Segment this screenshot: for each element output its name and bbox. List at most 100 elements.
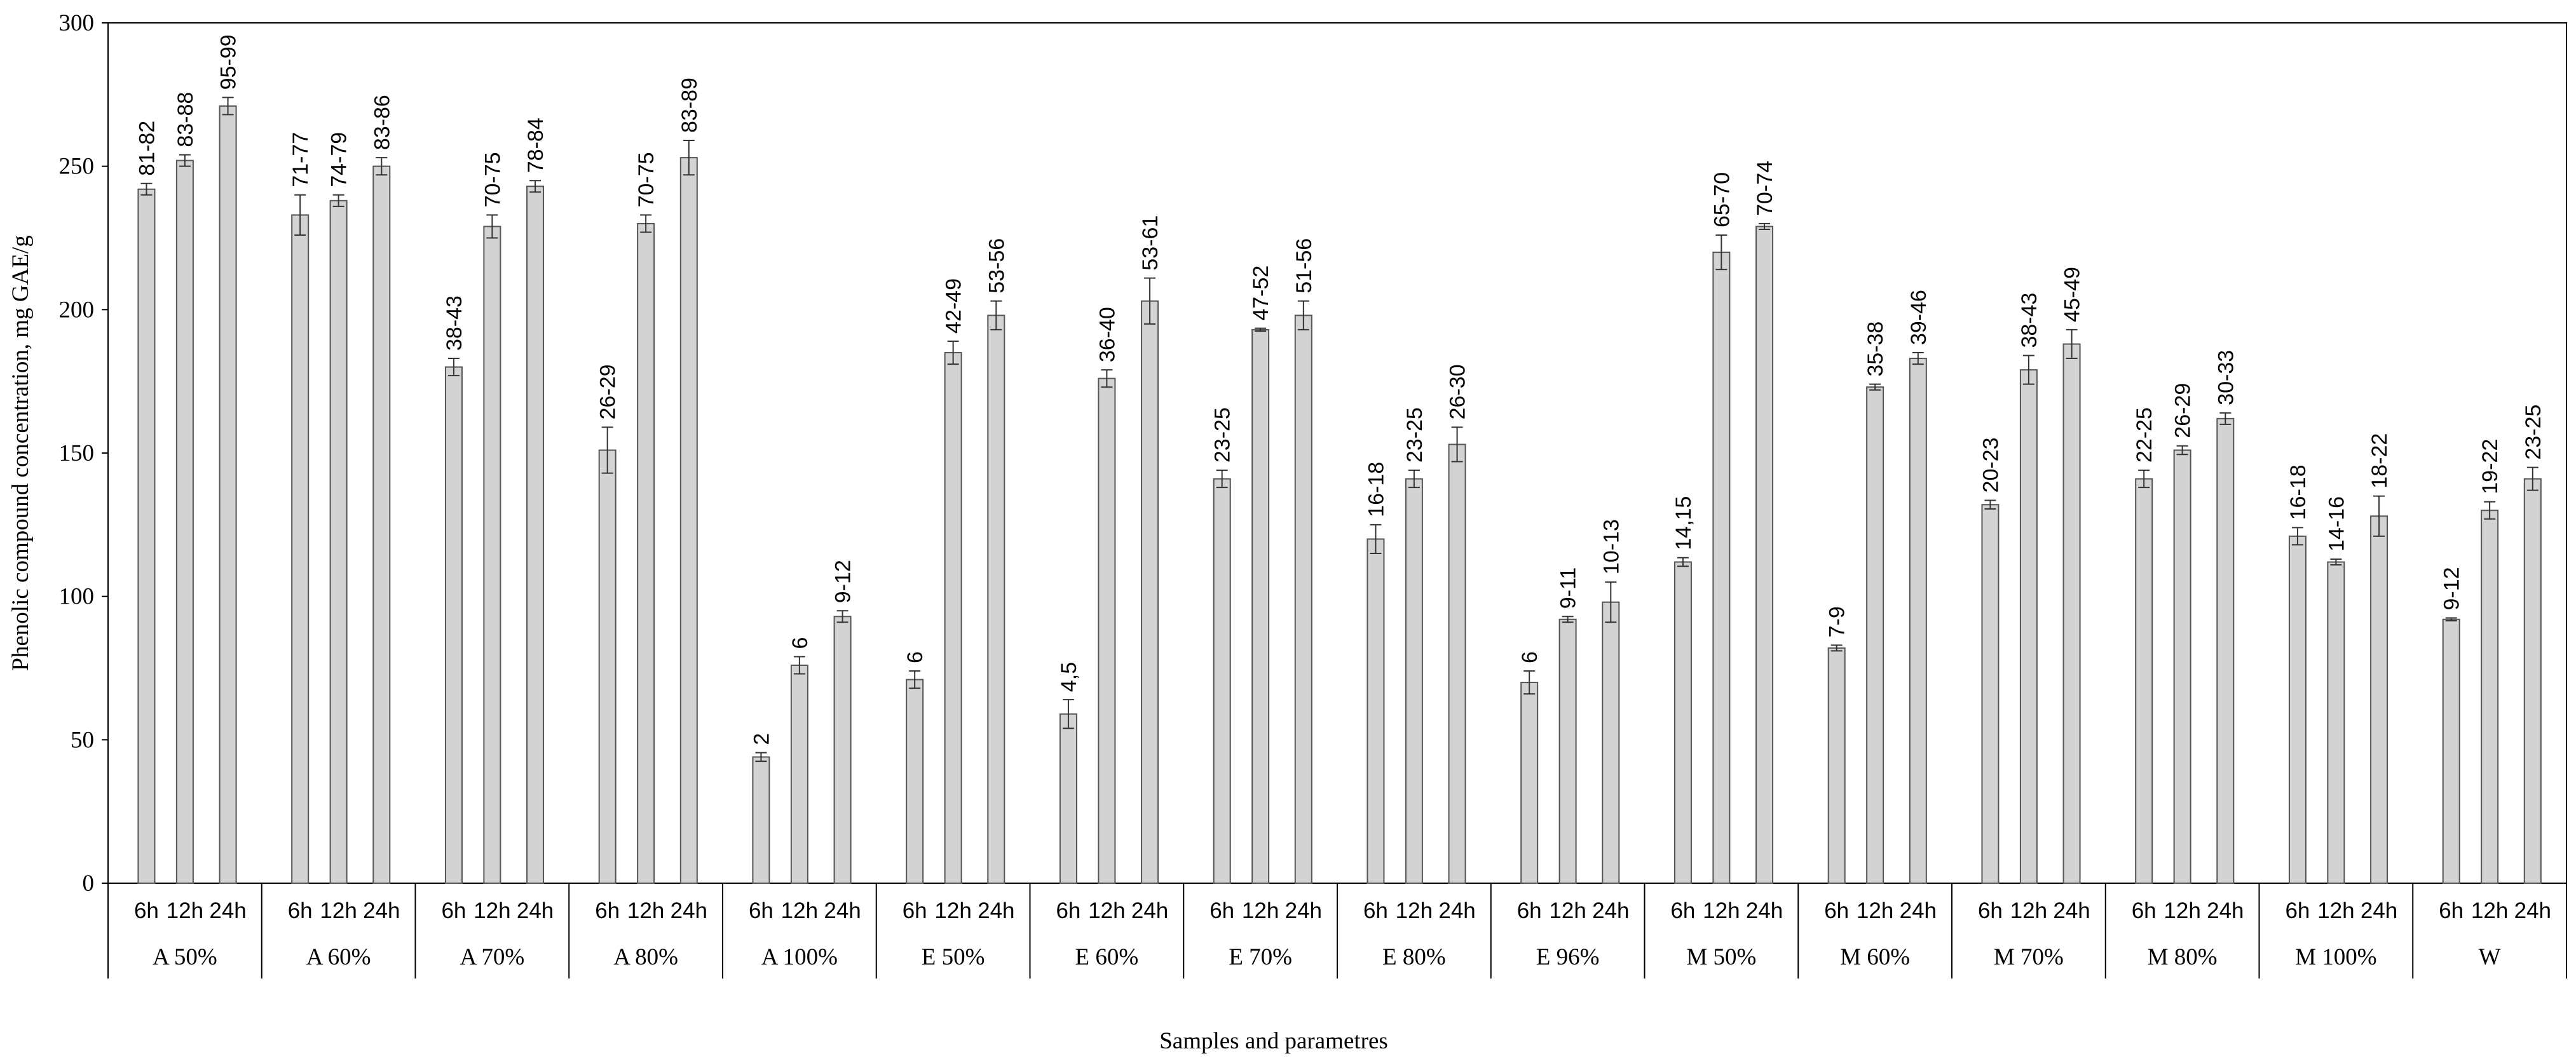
- x-group-label: A 80%: [613, 944, 678, 970]
- x-category-label: 24h: [1592, 898, 1629, 923]
- x-category-label: 6h: [441, 898, 466, 923]
- bar: [2327, 561, 2345, 884]
- x-group-label: A 70%: [460, 944, 525, 970]
- bar: [1558, 618, 1577, 884]
- data-label: 23-25: [2521, 405, 2545, 460]
- bar: [2062, 343, 2081, 884]
- bar: [329, 200, 348, 884]
- data-label: 70-75: [634, 152, 658, 207]
- x-group-label: E 80%: [1382, 944, 1446, 970]
- data-label: 30-33: [2214, 350, 2238, 405]
- x-group-label: A 100%: [761, 944, 838, 970]
- data-label: 70-74: [1753, 161, 1777, 216]
- x-group-label: E 70%: [1229, 944, 1292, 970]
- bar: [219, 105, 237, 884]
- x-group-label: M 50%: [1686, 944, 1756, 970]
- bar: [137, 188, 156, 884]
- data-label: 39-46: [1907, 290, 1931, 345]
- data-label: 19-22: [2478, 439, 2502, 494]
- x-category-label: 24h: [978, 898, 1014, 923]
- x-group-label: M 80%: [2148, 944, 2218, 970]
- x-category-label: 12h: [167, 898, 203, 923]
- x-category-label: 12h: [781, 898, 818, 923]
- y-tick-label: 0: [83, 870, 95, 897]
- data-label: 20-23: [1979, 438, 2003, 493]
- x-group-label: M 70%: [1994, 944, 2064, 970]
- data-label: 78-84: [524, 118, 548, 173]
- bar: [2019, 369, 2038, 884]
- bar: [1098, 377, 1116, 884]
- x-category-label: 12h: [1396, 898, 1433, 923]
- bar: [1866, 386, 1884, 884]
- data-label: 83-89: [678, 78, 702, 133]
- x-category-label: 12h: [320, 898, 357, 923]
- x-category-label: 12h: [1857, 898, 1893, 923]
- data-label: 18-22: [2368, 433, 2392, 489]
- x-category-label: 12h: [934, 898, 971, 923]
- x-category-label: 6h: [1978, 898, 2003, 923]
- bar: [2523, 478, 2542, 884]
- data-label: 23-25: [1403, 407, 1427, 463]
- bar: [637, 222, 655, 884]
- data-label: 74-79: [327, 132, 351, 187]
- bar: [1405, 478, 1423, 884]
- data-label: 2: [749, 733, 773, 745]
- x-category-label: 6h: [1056, 898, 1080, 923]
- x-category-label: 12h: [2317, 898, 2354, 923]
- data-label: 38-43: [2017, 293, 2041, 348]
- y-axis-ticks: 0 50 100 150 200 250 300: [59, 10, 108, 897]
- bar: [906, 679, 924, 884]
- x-category-label: 6h: [2439, 898, 2464, 923]
- x-category-label: 6h: [595, 898, 620, 923]
- data-label: 53-56: [985, 238, 1009, 294]
- bar: [2216, 417, 2235, 884]
- bar: [679, 157, 698, 884]
- x-category-label: 12h: [1549, 898, 1586, 923]
- x-category-label: 24h: [1900, 898, 1937, 923]
- bar: [1755, 226, 1774, 884]
- x-category-label: 6h: [2132, 898, 2157, 923]
- bar: [1520, 682, 1539, 884]
- data-label: 81-82: [135, 121, 159, 176]
- x-group-label: E 60%: [1075, 944, 1139, 970]
- bar: [2442, 618, 2460, 884]
- y-tick-label: 150: [59, 440, 95, 466]
- bar: [2135, 478, 2153, 884]
- data-label: 83-88: [174, 92, 198, 147]
- data-label: 16-18: [2286, 464, 2310, 520]
- bar: [987, 315, 1005, 884]
- bar: [1366, 538, 1385, 884]
- bar: [526, 186, 545, 884]
- data-label: 53-61: [1138, 215, 1162, 271]
- data-label: 9-12: [2440, 567, 2464, 610]
- x-group-label: M 60%: [1840, 944, 1910, 970]
- y-tick-label: 50: [71, 727, 94, 753]
- data-label: 10-13: [1599, 519, 1623, 574]
- x-category-label: 6h: [288, 898, 313, 923]
- x-category-label: 24h: [2207, 898, 2244, 923]
- bar: [752, 756, 770, 884]
- x-category-label: 12h: [1242, 898, 1279, 923]
- data-label: 70-75: [480, 152, 505, 207]
- x-category-label: 6h: [903, 898, 927, 923]
- x-category-label: 24h: [1438, 898, 1475, 923]
- data-label: 22-25: [2132, 407, 2157, 463]
- data-label: 16-18: [1364, 462, 1388, 517]
- data-label: 36-40: [1095, 307, 1119, 362]
- data-label: 26-29: [596, 364, 620, 419]
- data-label: 6: [1518, 651, 1542, 663]
- x-category-label: 24h: [363, 898, 400, 923]
- bar: [598, 449, 617, 884]
- bar: [944, 352, 962, 884]
- data-label: 45-49: [2061, 267, 2085, 322]
- bar: [372, 165, 391, 884]
- bar: [1251, 328, 1270, 884]
- x-category-label: 6h: [134, 898, 159, 923]
- x-group-label: A 60%: [306, 944, 371, 970]
- bar: [833, 616, 852, 884]
- bar: [790, 664, 808, 884]
- x-group-label: E 50%: [922, 944, 985, 970]
- x-category-label: 6h: [1670, 898, 1695, 923]
- plot-area-frame: [107, 22, 2567, 884]
